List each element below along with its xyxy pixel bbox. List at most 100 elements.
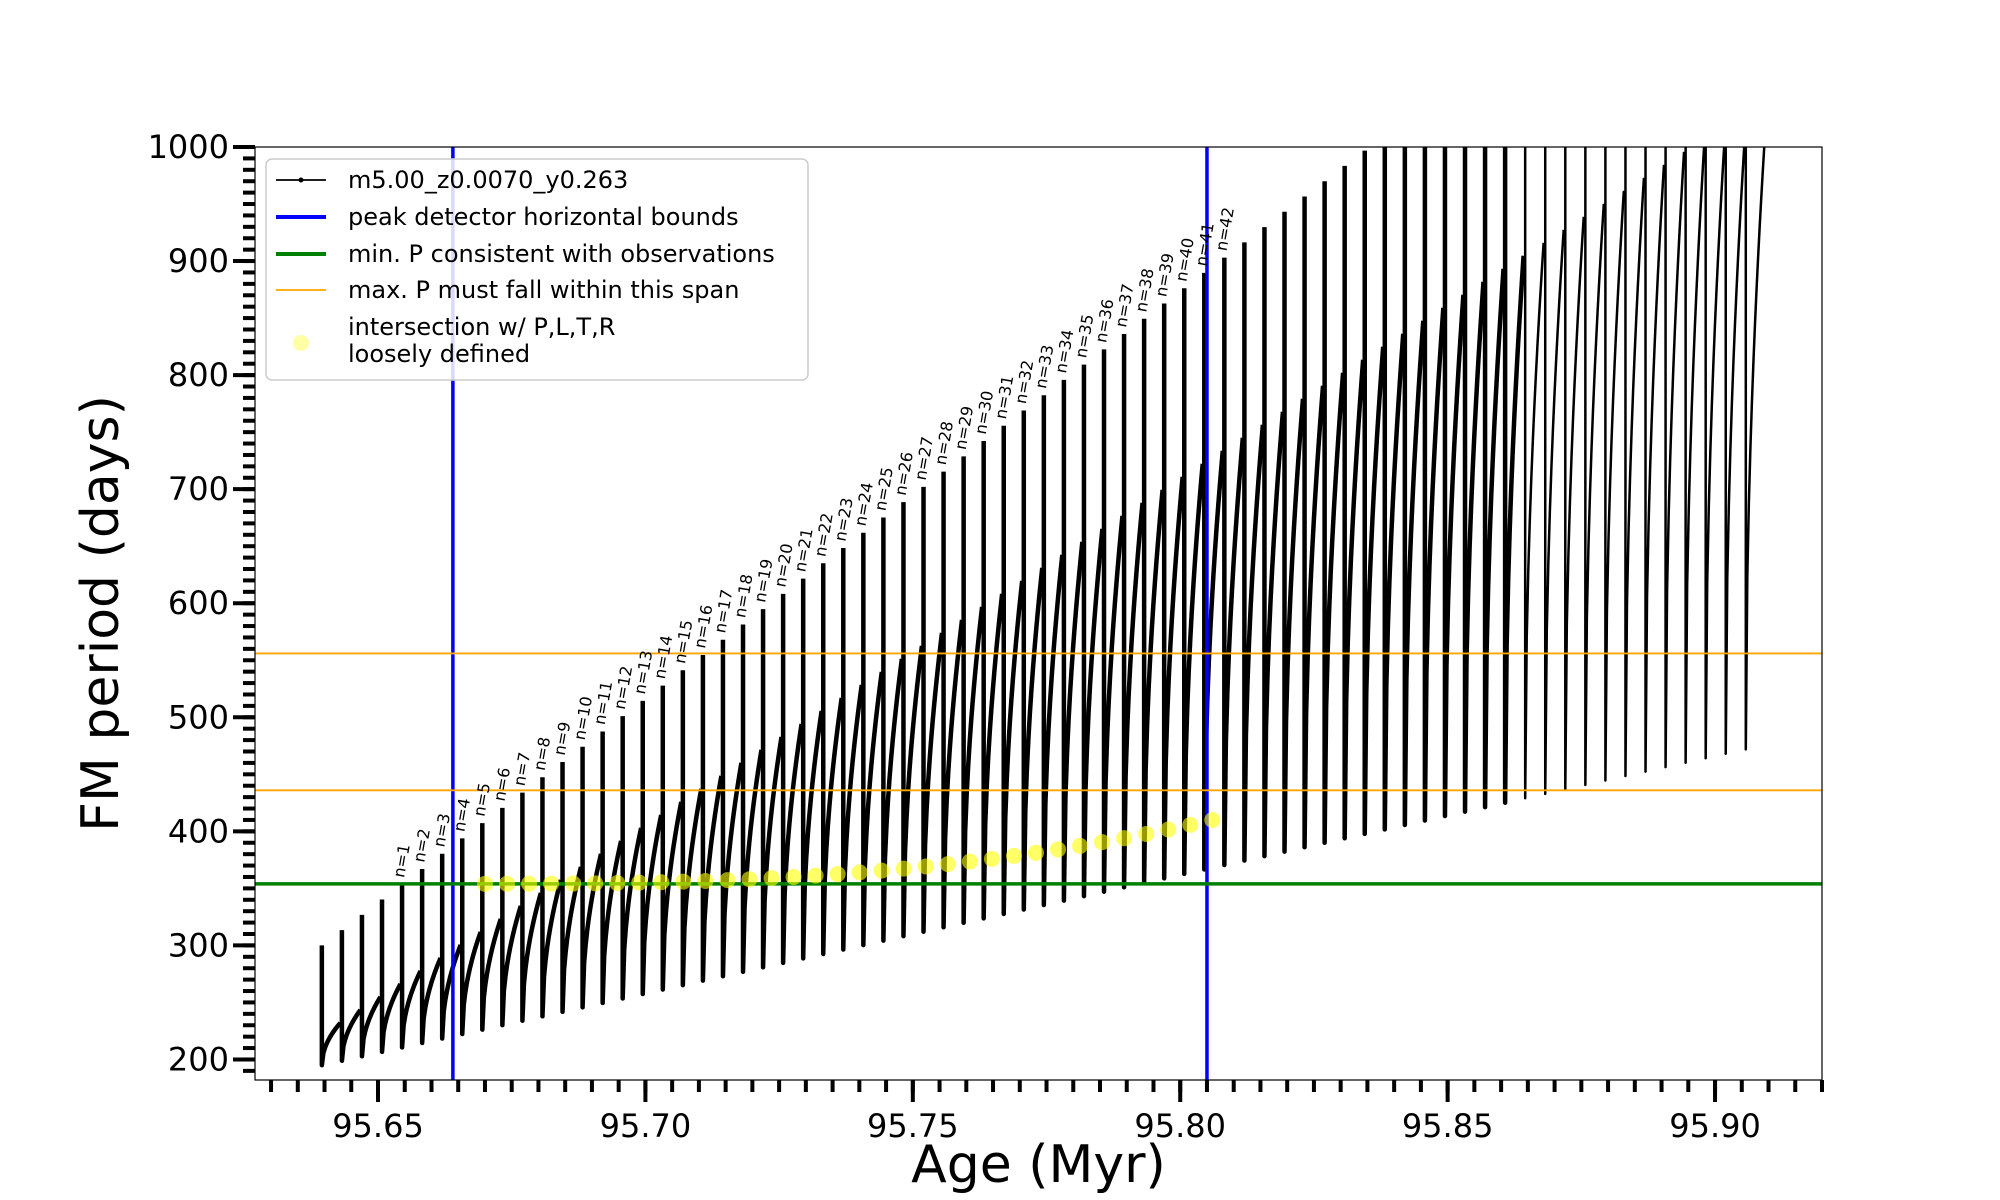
intersection-marker [1182, 816, 1199, 833]
pulse-cycle [1342, 165, 1366, 841]
x-tick-label: 95.75 [867, 1107, 959, 1145]
intersection-marker [675, 873, 692, 890]
intersection-marker [1072, 837, 1089, 854]
intersection-marker [476, 875, 493, 892]
pulse-cycle [520, 792, 544, 1023]
pulse-cycle [1021, 410, 1045, 912]
intersection-marker [807, 867, 824, 884]
pulse-cycle [480, 823, 503, 1032]
x-tick-label: 95.90 [1669, 1107, 1761, 1145]
pulse-cycle [1704, 147, 1726, 760]
y-axis-label: FM period (days) [71, 395, 131, 832]
pulse-cycle [1502, 147, 1526, 805]
pulse-cycle [1081, 364, 1105, 899]
pulse-cycle [359, 914, 383, 1059]
intersection-marker [873, 862, 890, 879]
legend-label: intersection w/ P,L,T,R [348, 313, 615, 341]
pulse-cycle [800, 578, 824, 961]
intersection-marker [917, 858, 934, 875]
pulse-cycle [881, 517, 905, 943]
pulse-cycle [459, 838, 483, 1037]
legend-frame [265, 158, 809, 381]
intersection-marker [587, 875, 604, 892]
intersection-marker [851, 864, 868, 881]
pulse-cycle [1724, 147, 1746, 756]
intersection-marker [1094, 834, 1111, 851]
pulse-cycle [780, 593, 804, 966]
pulse-cycle [680, 670, 704, 988]
pulse-cycle [700, 655, 724, 983]
pulse-cycle [1121, 334, 1145, 890]
pulse-cycle [841, 548, 864, 952]
pulse-cycle [439, 853, 463, 1041]
pulse-cycle [1001, 425, 1025, 917]
pulse-cycle [1624, 147, 1646, 778]
pulse-cycle [981, 441, 1005, 921]
pulse-cycle [1161, 303, 1185, 881]
pulse-cycle [540, 777, 564, 1019]
legend-label: peak detector horizontal bounds [348, 203, 739, 231]
pulse-cycle [1041, 395, 1065, 908]
y-tick-label: 800 [168, 356, 229, 394]
pulse-cycle [1684, 147, 1706, 764]
pulse-cycle [1462, 147, 1486, 814]
intersection-marker [631, 874, 648, 891]
intersection-points [476, 811, 1221, 892]
intersection-marker [1138, 825, 1155, 842]
intersection-marker [609, 875, 626, 892]
x-tick-label: 95.65 [332, 1107, 424, 1145]
legend-label: loosely defined [348, 340, 530, 368]
pulse-cycle [1644, 147, 1666, 773]
intersection-marker [1050, 841, 1067, 858]
pulse-cycle [1584, 147, 1606, 787]
pulse-cycle [1604, 147, 1626, 782]
legend-handle-marker [298, 177, 304, 183]
intersection-marker [653, 874, 670, 891]
pulse-cycle [901, 502, 925, 939]
intersection-marker [521, 875, 538, 892]
pulse-cycle [660, 685, 684, 992]
pulse-cycle [1282, 211, 1306, 854]
y-tick-label: 700 [168, 470, 229, 508]
pulse-label: n=42 [1212, 206, 1238, 253]
x-tick-label: 95.80 [1134, 1107, 1226, 1145]
intersection-marker [763, 870, 780, 887]
pulse-cycle [1242, 242, 1266, 863]
y-tick-label: 1000 [148, 128, 229, 166]
pulse-cycle [1482, 147, 1506, 810]
pulse-cycle [419, 868, 443, 1046]
y-tick-label: 600 [168, 584, 229, 622]
pulse-cycle [1523, 147, 1545, 800]
x-axis-label: Age (Myr) [911, 1135, 1166, 1195]
pulse-cycle [941, 471, 965, 930]
legend-label: max. P must fall within this span [348, 276, 739, 304]
pulse-cycle [820, 563, 844, 957]
pulse-cycle [1141, 318, 1165, 886]
pulse-cycle [319, 945, 343, 1068]
legend-label: min. P consistent with observations [348, 240, 775, 268]
intersection-marker [499, 875, 516, 892]
pulse-cycle [1362, 150, 1386, 837]
y-tick-label: 500 [168, 698, 229, 736]
pulse-cycle [1262, 227, 1286, 859]
intersection-marker [565, 875, 582, 892]
pulse-cycle [1664, 147, 1686, 769]
intersection-marker [1204, 811, 1221, 828]
plot-area [319, 147, 1766, 1068]
pulse-cycle [620, 716, 644, 1001]
legend-label: m5.00_z0.0070_y0.263 [348, 166, 628, 194]
pulse-cycle [399, 884, 423, 1050]
pulse-cycle [339, 930, 363, 1063]
intersection-marker [1027, 844, 1044, 861]
pulse-cycle [861, 532, 885, 948]
pulse-cycle [1061, 379, 1085, 903]
pulse-cycle [500, 807, 523, 1028]
pulse-cycle [1442, 147, 1466, 819]
x-tick-label: 95.85 [1402, 1107, 1494, 1145]
pulse-cycle [740, 624, 764, 975]
pulse-cycle [1322, 181, 1346, 846]
pulse-cycle [379, 899, 403, 1055]
pulse-cycle [580, 746, 604, 1010]
